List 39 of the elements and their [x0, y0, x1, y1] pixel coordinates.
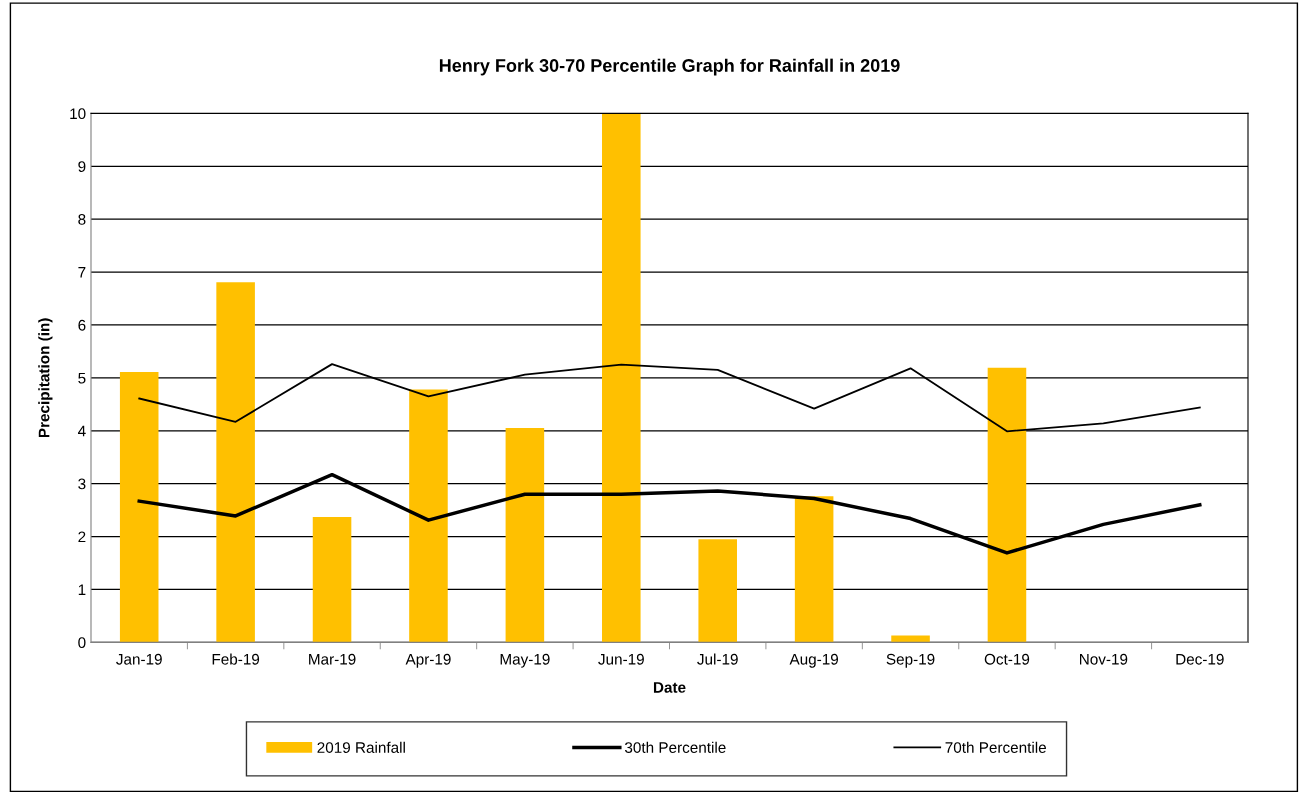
y-tick-label: 5 [78, 372, 86, 384]
x-tick-label: Jan-19 [116, 653, 162, 665]
bar [794, 496, 834, 643]
y-tick-label: 1 [78, 584, 86, 595]
bar [698, 539, 737, 643]
x-tick-label: Jul-19 [697, 653, 738, 665]
y-tick-label: 9 [78, 161, 86, 172]
y-tick-label: 6 [78, 319, 86, 331]
y-tick-label: 0 [78, 637, 86, 649]
x-axis-title: Date [653, 682, 686, 693]
y-tick-label: 2 [78, 531, 86, 543]
bar [409, 389, 448, 643]
y-tick-label: 7 [78, 267, 86, 278]
y-tick-label: 8 [78, 214, 86, 225]
y-axis-title: Precipitation (in) [38, 318, 53, 438]
bar [891, 635, 930, 643]
legend-label: 30th Percentile [624, 741, 726, 753]
y-tick-label: 4 [77, 425, 86, 437]
chart-title: Henry Fork 30-70 Percentile Graph for Rainfall in 2019 [439, 58, 900, 76]
x-tick-label: May-19 [500, 653, 550, 668]
bar [216, 282, 255, 643]
bar [602, 113, 641, 643]
bar [505, 428, 545, 643]
y-tick-label: 10 [70, 108, 86, 120]
bar [119, 372, 159, 643]
legend-label: 70th Percentile [945, 741, 1047, 753]
x-tick-label: Sep-19 [886, 653, 935, 668]
x-tick-label: Apr-19 [405, 653, 451, 668]
x-tick-label: Oct-19 [984, 653, 1030, 665]
x-tick-label: Aug-19 [789, 653, 839, 668]
x-tick-label: Nov-19 [1080, 653, 1128, 665]
bar [312, 516, 352, 643]
bar [987, 367, 1027, 643]
x-tick-label: Feb-19 [212, 653, 260, 665]
x-tick-label: Mar-19 [309, 653, 356, 665]
x-tick-label: Jun-19 [598, 653, 644, 665]
x-tick-label: Dec-19 [1176, 653, 1224, 665]
legend-label: 2019 Rainfall [317, 741, 405, 753]
y-tick-label: 3 [78, 478, 86, 490]
